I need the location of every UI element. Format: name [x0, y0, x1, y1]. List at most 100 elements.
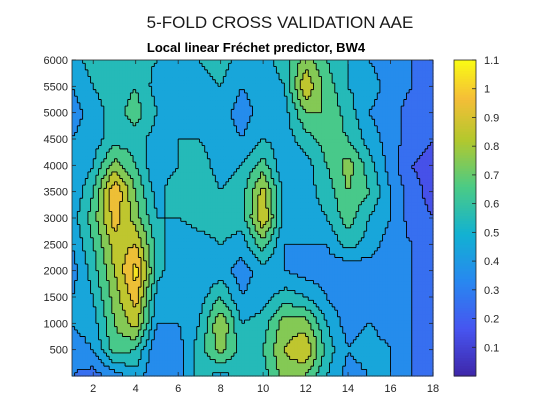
contour-cell: [154, 260, 158, 265]
contour-cell: [252, 329, 256, 334]
contour-cell: [156, 306, 161, 311]
contour-cell: [414, 287, 418, 292]
contour-cell: [183, 310, 187, 315]
contour-cell: [90, 343, 94, 347]
contour-cell: [387, 260, 392, 265]
contour-cell: [361, 329, 365, 334]
contour-cell: [186, 273, 190, 278]
contour-cell: [382, 300, 386, 305]
contour-cell: [361, 326, 365, 331]
contour-cell: [334, 287, 339, 292]
contour-cell: [125, 283, 129, 288]
contour-cell: [133, 323, 137, 328]
contour-cell: [337, 280, 341, 285]
contour-cell: [217, 303, 222, 308]
contour-cell: [130, 297, 134, 301]
contour-cell: [74, 283, 78, 288]
contour-cell: [276, 369, 280, 374]
contour-cell: [318, 310, 323, 315]
contour-cell: [308, 366, 312, 371]
contour-cell: [178, 260, 182, 265]
contour-cell: [143, 277, 147, 282]
contour-cell: [72, 273, 76, 278]
contour-cell: [122, 359, 126, 364]
contour-cell: [146, 326, 150, 331]
contour-cell: [117, 254, 121, 259]
contour-cell: [414, 260, 418, 265]
contour-cell: [223, 359, 227, 364]
contour-cell: [268, 352, 272, 357]
contour-cell: [326, 283, 331, 288]
contour-cell: [175, 310, 179, 315]
contour-cell: [403, 366, 408, 371]
contour-cell: [236, 339, 240, 344]
contour-cell: [321, 359, 325, 364]
contour-cell: [109, 333, 113, 338]
contour-cell: [178, 356, 182, 361]
contour-cell: [79, 313, 84, 318]
contour-cell: [106, 287, 110, 292]
contour-cell: [342, 270, 346, 275]
contour-cell: [374, 303, 378, 308]
contour-cell: [122, 293, 126, 298]
contour-cell: [170, 326, 174, 331]
contour-cell: [409, 300, 413, 305]
contour-cell: [172, 257, 177, 262]
contour-cell: [247, 336, 251, 341]
contour-cell: [387, 290, 392, 295]
contour-cell: [324, 273, 328, 278]
contour-cell: [318, 293, 323, 298]
contour-cell: [249, 362, 254, 367]
contour-cell: [127, 283, 131, 288]
contour-cell: [430, 277, 434, 282]
contour-cell: [79, 270, 84, 275]
contour-cell: [125, 306, 129, 311]
contour-cell: [324, 257, 328, 262]
contour-cell: [225, 260, 230, 265]
contour-cell: [409, 349, 413, 354]
contour-cell: [425, 316, 429, 321]
contour-cell: [133, 280, 137, 285]
contour-cell: [334, 283, 339, 288]
contour-cell: [156, 280, 161, 285]
contour-cell: [263, 277, 267, 282]
contour-cell: [369, 359, 373, 364]
contour-cell: [220, 300, 224, 305]
contour-cell: [340, 260, 344, 265]
contour-cell: [98, 369, 102, 374]
contour-cell: [377, 300, 381, 305]
contour-cell: [146, 280, 150, 285]
contour-cell: [427, 303, 431, 308]
contour-cell: [393, 280, 397, 285]
contour-cell: [170, 329, 174, 334]
contour-cell: [117, 352, 121, 357]
contour-cell: [178, 359, 182, 364]
contour-cell: [363, 316, 368, 321]
contour-cell: [117, 270, 121, 275]
contour-cell: [305, 326, 309, 331]
contour-cell: [207, 290, 211, 295]
contour-cell: [217, 293, 222, 298]
contour-cell: [324, 346, 328, 351]
contour-cell: [377, 369, 381, 374]
contour-cell: [414, 306, 418, 311]
contour-cell: [196, 306, 201, 311]
contour-cell: [159, 320, 163, 324]
contour-cell: [199, 316, 203, 321]
contour-cell: [85, 366, 89, 371]
contour-cell: [252, 343, 256, 347]
contour-cell: [241, 287, 246, 292]
contour-cell: [154, 359, 158, 364]
contour-cell: [409, 303, 413, 308]
contour-cell: [398, 293, 402, 298]
contour-cell: [130, 273, 134, 278]
contour-cell: [252, 366, 256, 371]
contour-cell: [159, 349, 163, 354]
contour-cell: [228, 297, 232, 301]
contour-cell: [395, 372, 400, 377]
contour-cell: [321, 316, 325, 321]
contour-cell: [257, 326, 262, 331]
contour-cell: [162, 366, 166, 371]
contour-cell: [379, 287, 384, 292]
contour-cell: [159, 280, 163, 285]
